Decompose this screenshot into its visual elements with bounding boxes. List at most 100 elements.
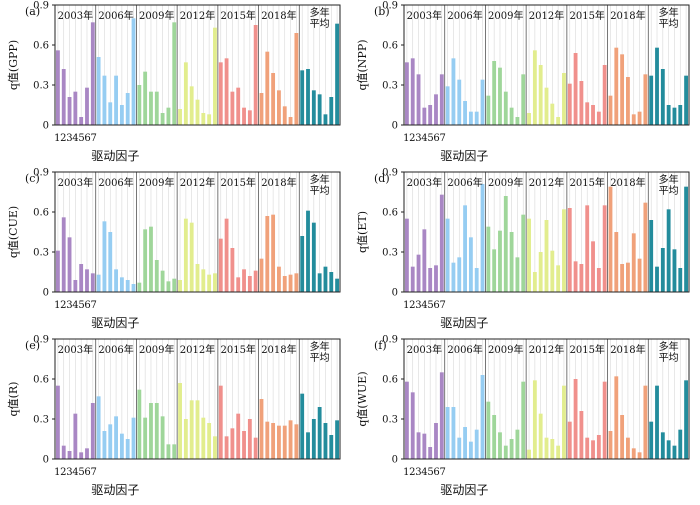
bar — [317, 273, 322, 292]
group-label-line: 多年 — [310, 6, 330, 19]
bar — [492, 61, 497, 125]
bar — [306, 69, 310, 125]
bar — [585, 437, 590, 459]
group-label: 2003年 — [58, 9, 93, 22]
bar — [300, 393, 305, 459]
bar — [678, 429, 683, 459]
bar — [189, 222, 194, 292]
y-tick-label: 0.9 — [33, 335, 49, 346]
bar — [213, 27, 217, 126]
bar — [213, 436, 217, 459]
bar — [282, 276, 287, 292]
bar — [515, 257, 520, 292]
bar — [532, 380, 537, 459]
bar — [567, 421, 572, 459]
y-tick-label: 0 — [43, 288, 49, 299]
bar — [538, 252, 543, 292]
bar — [434, 265, 438, 292]
group-label: 2015年 — [569, 9, 604, 22]
group-label: 2012年 — [180, 176, 215, 189]
bar — [271, 73, 276, 125]
group-label: 多年平均 — [310, 6, 330, 30]
bar — [509, 232, 514, 292]
bar — [643, 385, 648, 459]
bar — [562, 385, 566, 459]
bar — [143, 71, 148, 125]
bar — [195, 264, 200, 292]
category-labels: 1234567 — [403, 133, 445, 144]
bar — [573, 379, 578, 459]
panel-label: (a) — [25, 5, 40, 18]
bar — [160, 416, 165, 459]
bar — [649, 220, 654, 292]
group-label: 多年平均 — [659, 6, 679, 30]
bar — [684, 186, 689, 292]
bar — [655, 385, 659, 459]
bar — [474, 268, 479, 292]
bar — [672, 249, 677, 292]
bar — [515, 429, 520, 459]
bar — [300, 236, 305, 292]
y-tick-label: 0.3 — [33, 415, 49, 426]
bar — [242, 431, 246, 459]
bar — [579, 411, 584, 459]
bar — [277, 90, 281, 125]
group-label: 2012年 — [529, 343, 564, 356]
panel-b: 2003年 2006年 2009年 2012年 2015年 2018年 多年平均 0 0.3 0.… — [356, 1, 690, 163]
bar — [125, 93, 130, 125]
bar — [655, 266, 659, 292]
bar — [451, 407, 456, 459]
bar — [282, 106, 287, 125]
bar — [544, 220, 549, 292]
bar — [579, 264, 584, 292]
bar — [422, 229, 427, 292]
bar — [207, 114, 212, 125]
bar — [90, 273, 95, 292]
bar — [143, 417, 148, 459]
bar — [85, 87, 89, 125]
group-label-line: 多年 — [310, 340, 330, 353]
bar — [550, 103, 555, 125]
bar — [335, 278, 340, 292]
bar — [474, 111, 479, 125]
category-labels: 1234567 — [403, 300, 445, 311]
y-tick-label: 0.6 — [33, 208, 49, 219]
x-axis-label: 驱动因子 — [440, 316, 488, 330]
category-labels: 1234567 — [54, 300, 96, 311]
bar — [119, 433, 124, 459]
panel-c: 2003年 2006年 2009年 2012年 2015年 2018年 多年平均 0 0.3 0.… — [7, 168, 341, 330]
y-axis-label: q值(ET) — [356, 211, 369, 253]
plot-frame — [403, 4, 690, 126]
bar — [265, 51, 270, 125]
group-label: 多年平均 — [310, 340, 330, 364]
bar — [67, 237, 72, 292]
group-label: 2018年 — [610, 343, 645, 356]
bar — [637, 452, 642, 459]
group-label: 2009年 — [488, 176, 523, 189]
bar — [67, 97, 72, 125]
bar — [189, 400, 194, 459]
bar — [457, 257, 462, 292]
group-label: 2009年 — [139, 9, 174, 22]
bar — [79, 452, 84, 459]
bar — [189, 86, 194, 125]
y-axis-label: q值(GPP) — [7, 40, 20, 90]
bar — [445, 407, 450, 459]
group-label: 2015年 — [220, 9, 255, 22]
bar — [527, 449, 531, 459]
bar — [96, 274, 101, 292]
bar — [579, 81, 584, 125]
bar — [468, 111, 473, 125]
bar — [323, 114, 328, 125]
bar — [172, 22, 177, 125]
group-label: 2018年 — [610, 176, 645, 189]
bar — [61, 69, 66, 125]
bar — [468, 237, 473, 292]
bar — [154, 260, 159, 292]
bar — [224, 58, 229, 126]
bar — [288, 420, 293, 459]
group-label: 2006年 — [447, 176, 482, 189]
bar — [73, 280, 78, 292]
bar — [311, 222, 316, 292]
